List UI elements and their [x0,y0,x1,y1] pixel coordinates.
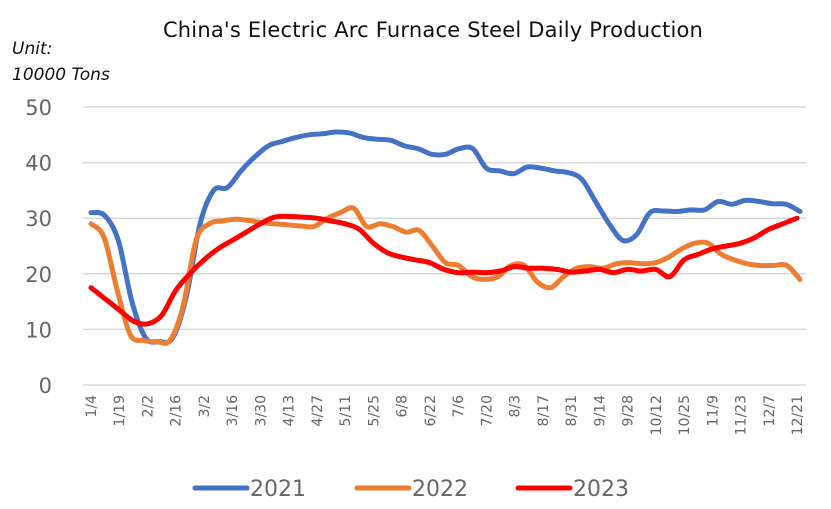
series-line-2022 [88,205,803,346]
y-tick-label: 30 [25,207,52,231]
x-tick-label: 10/12 [649,395,665,435]
legend: 2021 2022 2023 [192,477,629,502]
x-tick-label: 4/13 [282,395,298,426]
y-tick-label: 20 [25,263,52,287]
series-line-2023 [88,213,800,327]
x-tick-label: 2/2 [140,395,156,418]
chart-title: China's Electric Arc Furnace Steel Daily… [162,18,704,42]
y-axis-ticks: 0 10 20 30 40 50 [25,96,52,398]
unit-label: Unit: 10000 Tons [12,36,110,88]
unit-label-line1: Unit: [12,39,53,59]
x-tick-label: 3/16 [225,395,241,427]
x-tick-label: 12/7 [762,395,778,426]
x-tick-label: 5/25 [366,395,382,426]
x-tick-label: 4/27 [310,395,326,426]
legend-label-2022: 2022 [412,477,468,502]
series-line-2021 [88,129,803,345]
x-tick-label: 10/25 [677,395,693,435]
x-axis-ticks: 1/4 1/19 2/2 2/16 3/2 3/16 3/30 4/13 4/27 5/11 5/2… [84,395,806,435]
x-tick-label: 11/9 [705,395,721,426]
x-tick-label: 9/14 [592,395,608,427]
legend-label-2023: 2023 [573,477,629,502]
y-tick-label: 50 [25,96,52,120]
x-tick-label: 1/19 [112,395,128,426]
unit-label-line2: 10000 Tons [12,65,110,85]
x-tick-label: 1/4 [84,395,100,418]
x-tick-label: 9/28 [621,395,637,426]
gridlines [83,106,806,386]
x-tick-label: 12/21 [790,395,806,435]
y-tick-label: 40 [25,152,52,176]
x-tick-label: 5/11 [338,395,354,426]
x-tick-label: 8/17 [536,395,552,426]
x-tick-label: 7/20 [479,395,495,426]
y-tick-label: 10 [25,318,52,342]
x-tick-label: 3/2 [197,395,213,418]
y-tick-label: 0 [39,374,52,398]
x-tick-label: 8/31 [564,395,580,426]
series-lines [88,129,803,346]
x-tick-label: 6/22 [423,395,439,426]
x-tick-label: 2/16 [169,395,185,427]
x-tick-label: 3/30 [253,395,269,426]
x-tick-label: 7/6 [451,395,467,418]
legend-label-2021: 2021 [250,477,306,502]
x-tick-label: 8/3 [508,395,524,418]
x-tick-label: 11/23 [734,395,750,435]
x-tick-label: 6/8 [395,395,411,418]
